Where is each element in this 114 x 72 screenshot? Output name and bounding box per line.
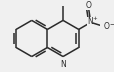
Text: −: −: [108, 21, 113, 26]
Text: N: N: [87, 17, 92, 26]
Text: +: +: [92, 16, 96, 21]
Text: O: O: [102, 22, 108, 31]
Text: N: N: [60, 60, 65, 69]
Text: O: O: [85, 1, 91, 10]
